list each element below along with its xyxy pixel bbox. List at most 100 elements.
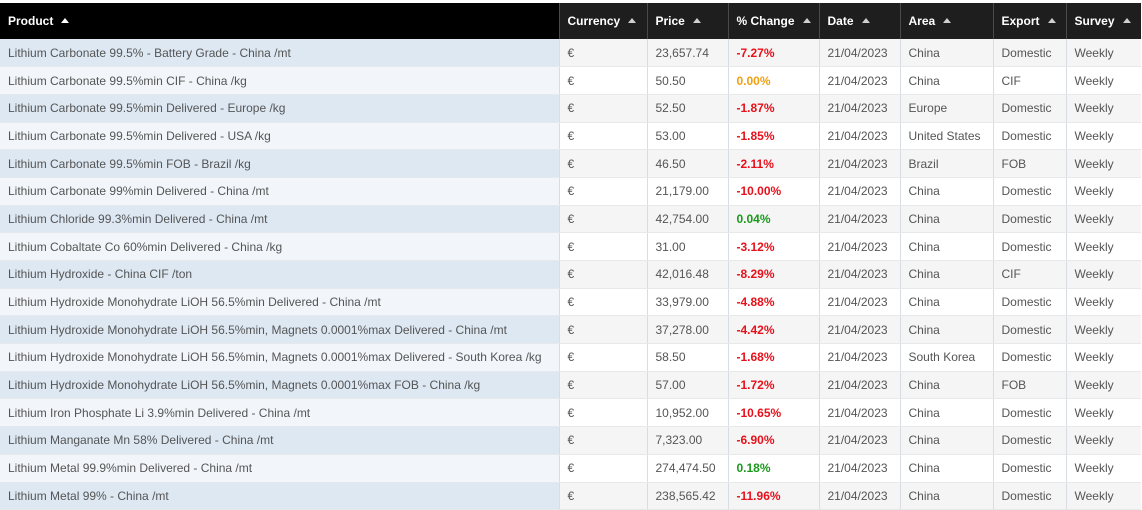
sort-ascending-icon[interactable] <box>628 18 637 23</box>
sort-ascending-icon[interactable] <box>692 18 701 23</box>
cell-product[interactable]: Lithium Hydroxide Monohydrate LiOH 56.5%… <box>0 343 560 372</box>
cell-product[interactable]: Lithium Hydroxide - China CIF /ton <box>0 260 560 289</box>
table-body: Lithium Carbonate 99.5% - Battery Grade … <box>0 39 1141 510</box>
cell-currency: € <box>559 66 648 95</box>
cell-survey: Weekly <box>1066 66 1141 95</box>
cell-product[interactable]: Lithium Carbonate 99.5%min Delivered - U… <box>0 122 560 151</box>
cell-export: FOB <box>993 371 1067 400</box>
cell-product[interactable]: Lithium Carbonate 99.5%min FOB - Brazil … <box>0 149 560 178</box>
cell-area: China <box>900 66 994 95</box>
column-header-label: Price <box>655 14 685 28</box>
column-header-date[interactable]: Date <box>819 3 901 39</box>
column-header-currency[interactable]: Currency <box>559 3 648 39</box>
cell-product[interactable]: Lithium Manganate Mn 58% Delivered - Chi… <box>0 426 560 455</box>
cell-date: 21/04/2023 <box>819 260 901 289</box>
cell-currency: € <box>559 371 648 400</box>
cell-price: 31.00 <box>647 232 729 261</box>
price-table-container: Product Currency Price % Change Date Area Expo… <box>0 3 1141 510</box>
cell-product[interactable]: Lithium Hydroxide Monohydrate LiOH 56.5%… <box>0 288 560 317</box>
table-row[interactable]: Lithium Carbonate 99.5%min Delivered - E… <box>0 94 1141 123</box>
table-row[interactable]: Lithium Carbonate 99.5% - Battery Grade … <box>0 39 1141 68</box>
cell-product[interactable]: Lithium Carbonate 99.5%min CIF - China /… <box>0 66 560 95</box>
cell-area: China <box>900 260 994 289</box>
column-header-price[interactable]: Price <box>647 3 729 39</box>
price-table: Product Currency Price % Change Date Area Expo… <box>0 3 1141 510</box>
cell-product[interactable]: Lithium Carbonate 99%min Delivered - Chi… <box>0 177 560 206</box>
cell-survey: Weekly <box>1066 288 1141 317</box>
column-header-export[interactable]: Export <box>993 3 1067 39</box>
cell-export: Domestic <box>993 315 1067 345</box>
cell-price: 50.50 <box>647 66 729 95</box>
cell-product[interactable]: Lithium Cobaltate Co 60%min Delivered - … <box>0 232 560 261</box>
cell-product[interactable]: Lithium Hydroxide Monohydrate LiOH 56.5%… <box>0 371 560 400</box>
cell-date: 21/04/2023 <box>819 482 901 510</box>
cell-currency: € <box>559 315 648 345</box>
table-row[interactable]: Lithium Manganate Mn 58% Delivered - Chi… <box>0 426 1141 455</box>
table-row[interactable]: Lithium Hydroxide Monohydrate LiOH 56.5%… <box>0 315 1141 345</box>
column-header-area[interactable]: Area <box>900 3 994 39</box>
cell-export: FOB <box>993 149 1067 178</box>
cell-change: -7.27% <box>728 39 820 68</box>
cell-product[interactable]: Lithium Hydroxide Monohydrate LiOH 56.5%… <box>0 315 560 345</box>
table-row[interactable]: Lithium Metal 99% - China /mt €238,565.42… <box>0 482 1141 510</box>
column-header-product[interactable]: Product <box>0 3 560 39</box>
cell-product[interactable]: Lithium Carbonate 99.5%min Delivered - E… <box>0 94 560 123</box>
cell-area: China <box>900 39 994 68</box>
cell-product[interactable]: Lithium Metal 99.9%min Delivered - China… <box>0 454 560 483</box>
cell-product[interactable]: Lithium Carbonate 99.5% - Battery Grade … <box>0 39 560 68</box>
cell-area: Europe <box>900 94 994 123</box>
column-header-label: Currency <box>567 14 621 28</box>
table-row[interactable]: Lithium Carbonate 99%min Delivered - Chi… <box>0 177 1141 206</box>
cell-date: 21/04/2023 <box>819 122 901 151</box>
cell-change: -1.87% <box>728 94 820 123</box>
sort-ascending-icon[interactable] <box>1047 18 1056 23</box>
cell-change: -4.88% <box>728 288 820 317</box>
cell-export: Domestic <box>993 39 1067 68</box>
cell-change: -10.65% <box>728 398 820 428</box>
cell-area: United States <box>900 122 994 151</box>
sort-ascending-icon[interactable] <box>61 18 70 23</box>
cell-date: 21/04/2023 <box>819 426 901 455</box>
table-row[interactable]: Lithium Metal 99.9%min Delivered - China… <box>0 454 1141 483</box>
table-row[interactable]: Lithium Carbonate 99.5%min Delivered - U… <box>0 122 1141 151</box>
cell-price: 58.50 <box>647 343 729 372</box>
table-row[interactable]: Lithium Hydroxide Monohydrate LiOH 56.5%… <box>0 343 1141 372</box>
table-row[interactable]: Lithium Cobaltate Co 60%min Delivered - … <box>0 232 1141 261</box>
cell-export: CIF <box>993 260 1067 289</box>
table-row[interactable]: Lithium Hydroxide Monohydrate LiOH 56.5%… <box>0 371 1141 400</box>
sort-ascending-icon[interactable] <box>943 18 952 23</box>
cell-currency: € <box>559 149 648 178</box>
cell-price: 52.50 <box>647 94 729 123</box>
cell-change: -6.90% <box>728 426 820 455</box>
cell-survey: Weekly <box>1066 260 1141 289</box>
column-header-label: % Change <box>736 14 795 28</box>
cell-survey: Weekly <box>1066 343 1141 372</box>
cell-product[interactable]: Lithium Chloride 99.3%min Delivered - Ch… <box>0 205 560 234</box>
cell-date: 21/04/2023 <box>819 149 901 178</box>
cell-area: China <box>900 454 994 483</box>
cell-export: Domestic <box>993 177 1067 206</box>
table-row[interactable]: Lithium Chloride 99.3%min Delivered - Ch… <box>0 205 1141 234</box>
cell-export: Domestic <box>993 398 1067 428</box>
cell-price: 42,754.00 <box>647 205 729 234</box>
table-row[interactable]: Lithium Carbonate 99.5%min CIF - China /… <box>0 66 1141 95</box>
cell-area: South Korea <box>900 343 994 372</box>
cell-area: China <box>900 371 994 400</box>
cell-export: Domestic <box>993 454 1067 483</box>
table-row[interactable]: Lithium Hydroxide Monohydrate LiOH 56.5%… <box>0 288 1141 317</box>
column-header-survey[interactable]: Survey <box>1066 3 1141 39</box>
cell-currency: € <box>559 232 648 261</box>
cell-date: 21/04/2023 <box>819 39 901 68</box>
cell-export: Domestic <box>993 94 1067 123</box>
cell-product[interactable]: Lithium Metal 99% - China /mt <box>0 482 560 510</box>
table-row[interactable]: Lithium Hydroxide - China CIF /ton €42,01… <box>0 260 1141 289</box>
sort-ascending-icon[interactable] <box>802 18 811 23</box>
cell-currency: € <box>559 426 648 455</box>
cell-product[interactable]: Lithium Iron Phosphate Li 3.9%min Delive… <box>0 398 560 428</box>
sort-ascending-icon[interactable] <box>861 18 870 23</box>
column-header-change[interactable]: % Change <box>728 3 820 39</box>
table-row[interactable]: Lithium Carbonate 99.5%min FOB - Brazil … <box>0 149 1141 178</box>
table-row[interactable]: Lithium Iron Phosphate Li 3.9%min Delive… <box>0 398 1141 428</box>
cell-currency: € <box>559 482 648 510</box>
sort-ascending-icon[interactable] <box>1122 18 1131 23</box>
